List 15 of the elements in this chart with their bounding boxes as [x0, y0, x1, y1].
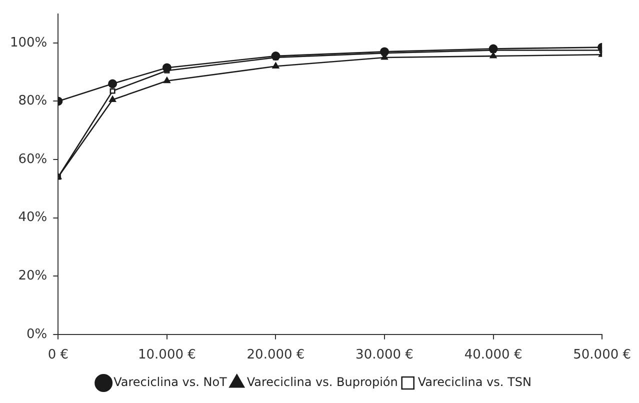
legend-label: Vareciclina vs. TSN — [418, 375, 532, 390]
x-tick-label: 40.000 € — [464, 348, 522, 363]
x-tick-label: 50.000 € — [573, 348, 631, 363]
legend-label: Vareciclina vs. Bupropión — [246, 375, 398, 390]
y-tick-label: 20% — [18, 268, 48, 284]
x-tick-label: 30.000 € — [356, 348, 414, 363]
x-tick-label: 10.000 € — [138, 348, 196, 363]
x-tick-label: 0 € — [48, 348, 69, 363]
y-tick-label: 80% — [18, 94, 48, 109]
y-tick-label: 0% — [26, 326, 48, 342]
x-tick-label: 20.000 € — [246, 348, 305, 363]
y-tick-label: 40% — [18, 210, 48, 226]
y-tick-label: 60% — [18, 152, 48, 167]
legend-label: Vareciclina vs. NoT — [114, 375, 228, 390]
y-tick-label: 100% — [10, 35, 48, 50]
